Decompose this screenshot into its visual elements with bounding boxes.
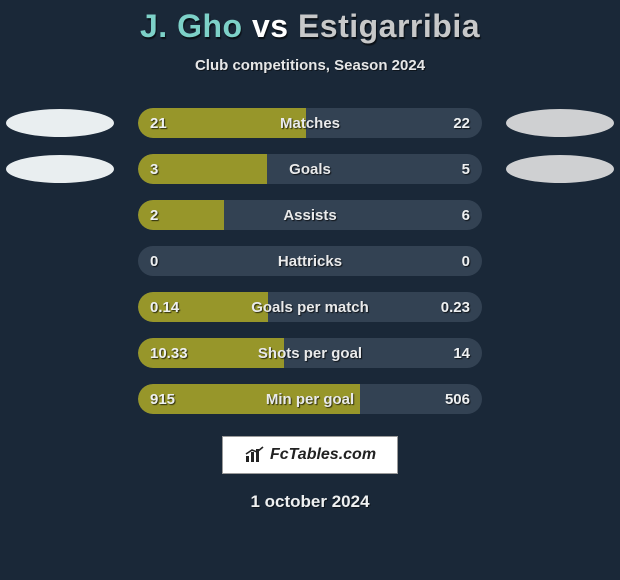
- stat-right-value: 0.23: [441, 292, 470, 322]
- stat-label: Assists: [138, 200, 482, 230]
- stat-row: 21Matches22: [138, 108, 482, 138]
- subtitle: Club competitions, Season 2024: [0, 57, 620, 74]
- chart-icon: [244, 446, 266, 464]
- player1-marker: [6, 109, 114, 137]
- player1-marker: [6, 155, 114, 183]
- player1-name: J. Gho: [140, 8, 243, 44]
- stat-row: 2Assists6: [138, 200, 482, 230]
- player2-name: Estigarribia: [298, 8, 480, 44]
- stat-label: Shots per goal: [138, 338, 482, 368]
- stat-right-value: 14: [453, 338, 470, 368]
- player2-marker: [506, 155, 614, 183]
- stat-right-value: 6: [462, 200, 470, 230]
- vs-label: vs: [252, 8, 289, 44]
- stat-label: Matches: [138, 108, 482, 138]
- stat-label: Min per goal: [138, 384, 482, 414]
- stat-label: Goals per match: [138, 292, 482, 322]
- stat-label: Hattricks: [138, 246, 482, 276]
- logo-text: FcTables.com: [270, 446, 376, 464]
- stat-label: Goals: [138, 154, 482, 184]
- stat-row: 10.33Shots per goal14: [138, 338, 482, 368]
- page-title: J. Gho vs Estigarribia: [0, 0, 620, 45]
- stat-right-value: 5: [462, 154, 470, 184]
- stat-row: 3Goals5: [138, 154, 482, 184]
- stat-right-value: 22: [453, 108, 470, 138]
- comparison-chart: 21Matches22 3Goals5 2Assists6 0Hattricks0 0.…: [0, 108, 620, 414]
- date-label: 1 october 2024: [0, 492, 620, 512]
- stat-right-value: 506: [445, 384, 470, 414]
- stat-row: 915Min per goal506: [138, 384, 482, 414]
- stat-right-value: 0: [462, 246, 470, 276]
- logo-box: FcTables.com: [222, 436, 398, 474]
- stat-row: 0Hattricks0: [138, 246, 482, 276]
- player2-marker: [506, 109, 614, 137]
- stat-row: 0.14Goals per match0.23: [138, 292, 482, 322]
